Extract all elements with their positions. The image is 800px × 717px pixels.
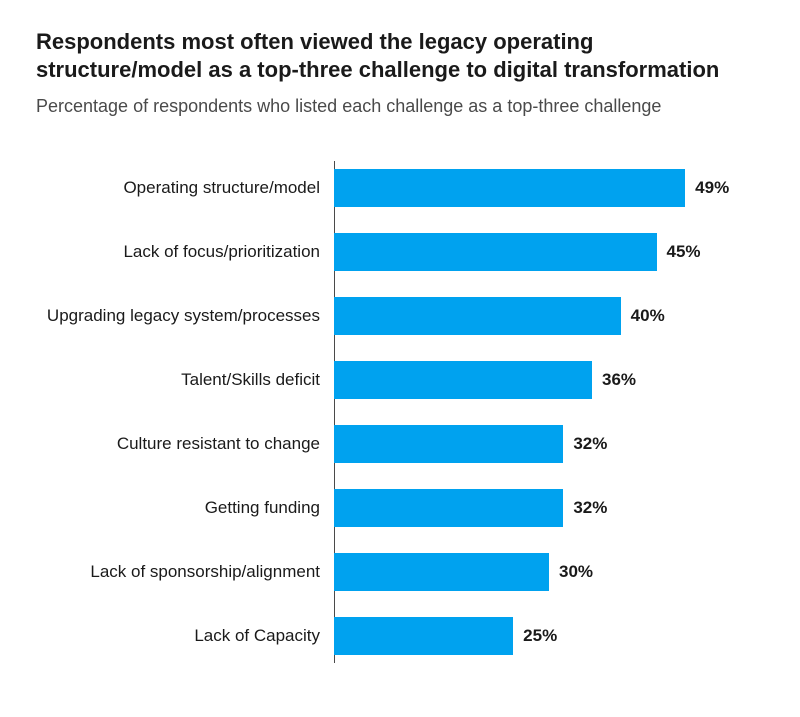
value-label: 32% (573, 434, 607, 454)
bar-row: Upgrading legacy system/processes 40% (36, 297, 764, 335)
value-label: 25% (523, 626, 557, 646)
value-label: 40% (631, 306, 665, 326)
bar-wrap: 36% (334, 361, 764, 399)
category-label: Culture resistant to change (36, 434, 334, 454)
category-label: Upgrading legacy system/processes (36, 306, 334, 326)
bar-wrap: 49% (334, 169, 764, 207)
bar (334, 297, 621, 335)
bar-wrap: 40% (334, 297, 764, 335)
bar (334, 169, 685, 207)
category-label: Talent/Skills deficit (36, 370, 334, 390)
value-label: 49% (695, 178, 729, 198)
category-label: Getting funding (36, 498, 334, 518)
value-label: 45% (667, 242, 701, 262)
bar-row: Getting funding 32% (36, 489, 764, 527)
bar-row: Lack of Capacity 25% (36, 617, 764, 655)
bar-row: Talent/Skills deficit 36% (36, 361, 764, 399)
bar-wrap: 45% (334, 233, 764, 271)
chart-title: Respondents most often viewed the legacy… (36, 28, 764, 84)
chart-subtitle: Percentage of respondents who listed eac… (36, 94, 764, 118)
bar-row: Lack of sponsorship/alignment 30% (36, 553, 764, 591)
bar (334, 617, 513, 655)
bar (334, 425, 563, 463)
category-label: Lack of Capacity (36, 626, 334, 646)
bar-row: Operating structure/model 49% (36, 169, 764, 207)
category-label: Operating structure/model (36, 178, 334, 198)
value-label: 32% (573, 498, 607, 518)
bar-row: Lack of focus/prioritization 45% (36, 233, 764, 271)
bar (334, 553, 549, 591)
value-label: 36% (602, 370, 636, 390)
bar-chart: Respondents most often viewed the legacy… (0, 0, 800, 683)
bar (334, 233, 657, 271)
bar-wrap: 32% (334, 425, 764, 463)
value-label: 30% (559, 562, 593, 582)
plot-area: Operating structure/model 49% Lack of focu… (36, 169, 764, 655)
bar-wrap: 32% (334, 489, 764, 527)
bar-row: Culture resistant to change 32% (36, 425, 764, 463)
bar (334, 489, 563, 527)
bar (334, 361, 592, 399)
category-label: Lack of sponsorship/alignment (36, 562, 334, 582)
bar-wrap: 25% (334, 617, 764, 655)
category-label: Lack of focus/prioritization (36, 242, 334, 262)
bar-wrap: 30% (334, 553, 764, 591)
